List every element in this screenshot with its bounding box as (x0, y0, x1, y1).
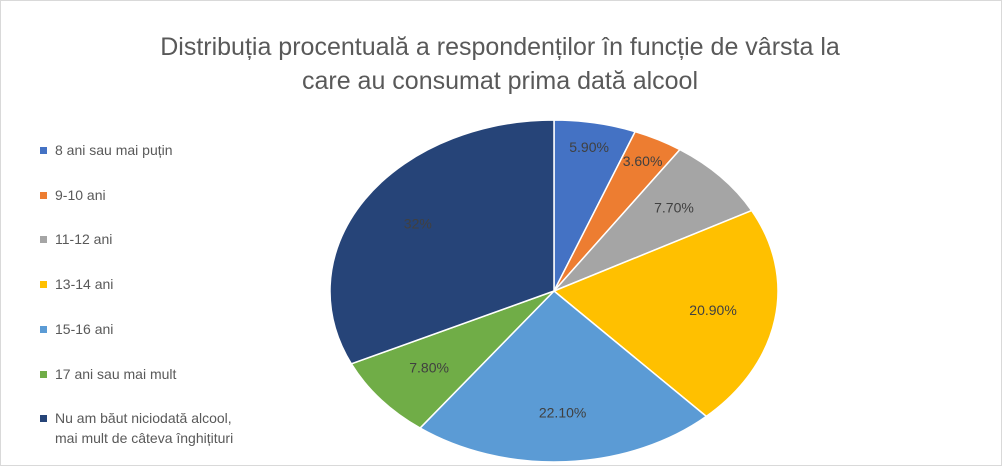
legend-label: 17 ani sau mai mult (55, 365, 177, 382)
legend-label: 8 ani sau mai puțin (55, 142, 173, 158)
legend-swatch (40, 281, 47, 289)
legend-swatch (40, 325, 47, 333)
legend-item: 15-16 ani (40, 319, 250, 339)
legend-item: Nu am băut niciodată alcool, mai mult de… (40, 408, 250, 448)
data-label: 7.70% (654, 199, 694, 215)
legend-label: Nu am băut niciodată alcool, mai mult de… (55, 410, 234, 447)
legend-swatch (40, 370, 47, 378)
data-label: 32% (404, 216, 432, 232)
data-label: 20.90% (689, 302, 736, 318)
legend-swatch (40, 415, 47, 423)
data-label: 3.60% (623, 153, 663, 169)
legend-label: 9-10 ani (55, 186, 106, 203)
legend-label: 11-12 ani (55, 231, 113, 248)
pie-slice (329, 119, 555, 365)
legend-item: 9-10 ani (40, 185, 250, 205)
pie-slice (418, 289, 708, 463)
legend-label: 13-14 ani (55, 276, 114, 293)
legend-item: 11-12 ani (40, 229, 250, 249)
legend-item: 8 ani sau mai puțin (40, 140, 250, 160)
pie-slice (553, 148, 753, 292)
legend-label: 15-16 ani (55, 320, 114, 337)
data-label: 22.10% (539, 405, 586, 421)
data-label: 7.80% (409, 360, 449, 376)
chart-title: Distribuția procentuală a respondenților… (160, 33, 840, 95)
data-label: 5.90% (569, 139, 609, 155)
pie-slice (350, 290, 555, 430)
legend-item: 13-14 ani (40, 274, 250, 294)
legend-swatch (40, 191, 47, 199)
legend-swatch (40, 147, 47, 154)
pie-slice (552, 209, 779, 418)
legend-item: 17 ani sau mai mult (40, 364, 250, 384)
legend-swatch (40, 236, 47, 244)
